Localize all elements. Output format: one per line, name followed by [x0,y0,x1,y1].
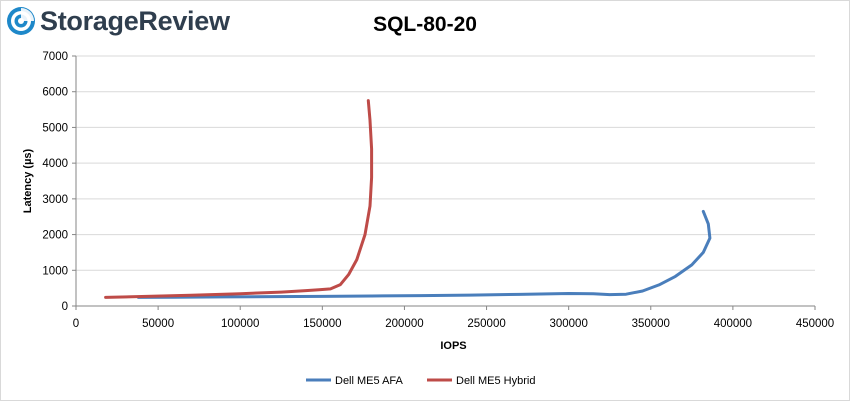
x-tick-label: 50000 [142,318,174,330]
x-tick-label: 200000 [385,318,423,330]
y-tick-label: 2000 [42,230,68,242]
y-tick-label: 5000 [42,122,68,134]
x-tick-label: 100000 [221,318,259,330]
x-tick-label: 150000 [303,318,341,330]
legend-label: Dell ME5 Hybrid [456,375,535,387]
x-tick-label: 0 [73,318,79,330]
storagereview-logo-icon [7,7,35,35]
y-tick-label: 4000 [42,158,68,170]
series-line-afa [136,209,712,299]
x-tick-label: 350000 [632,318,670,330]
storagereview-logo: StorageReview [6,4,230,38]
y-tick-label: 7000 [42,51,68,63]
y-tick-label: 1000 [42,265,68,277]
series-line-hybrid [104,99,374,299]
brand-name: StorageReview [40,5,230,36]
y-tick-label: 6000 [42,87,68,99]
x-tick-label: 300000 [549,318,587,330]
y-tick-label: 0 [62,301,68,313]
x-axis-label: IOPS [440,340,466,352]
x-tick-label: 450000 [796,318,834,330]
x-tick-label: 250000 [467,318,505,330]
y-tick-label: 3000 [42,194,68,206]
chart-title: SQL-80-20 [373,13,477,36]
x-tick-label: 400000 [714,318,752,330]
legend-label: Dell ME5 AFA [335,375,404,387]
y-axis-label: Latency (µs) [22,148,34,213]
